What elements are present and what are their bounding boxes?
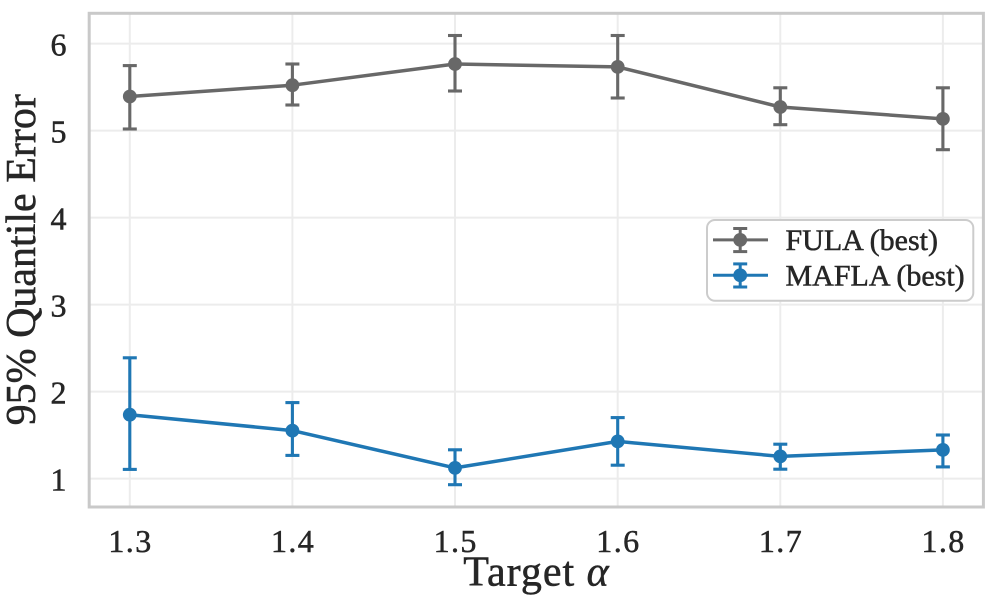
svg-text:1.6: 1.6 [596, 523, 640, 559]
svg-text:6: 6 [51, 27, 67, 63]
svg-text:1.8: 1.8 [921, 523, 965, 559]
svg-text:5: 5 [51, 114, 67, 150]
svg-text:2: 2 [51, 375, 67, 411]
svg-text:Target α: Target α [463, 550, 609, 596]
svg-text:MAFLA (best): MAFLA (best) [786, 259, 965, 292]
svg-text:3: 3 [51, 288, 67, 324]
svg-text:95% Quantile Error: 95% Quantile Error [0, 94, 45, 425]
svg-text:1.7: 1.7 [759, 523, 803, 559]
svg-text:1.5: 1.5 [434, 523, 478, 559]
svg-text:4: 4 [51, 201, 67, 237]
svg-text:FULA (best): FULA (best) [786, 224, 939, 257]
svg-text:1: 1 [51, 462, 67, 498]
svg-text:1.4: 1.4 [271, 523, 315, 559]
svg-text:1.3: 1.3 [108, 523, 152, 559]
